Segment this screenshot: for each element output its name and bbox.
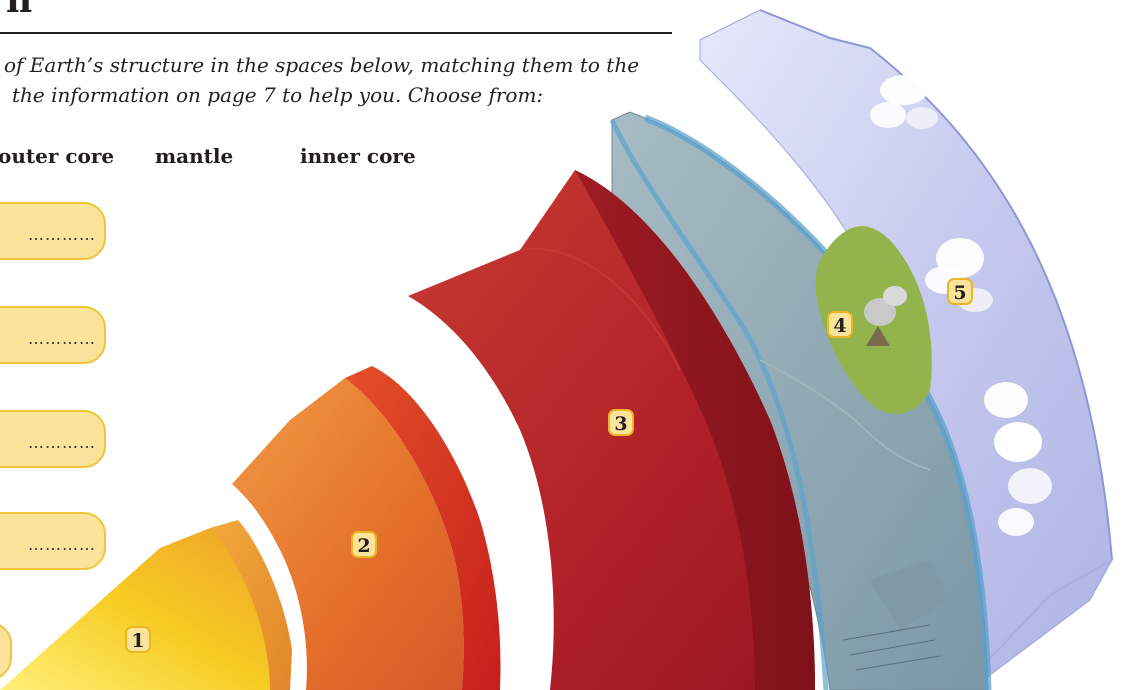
choice-mantle: mantle [155,144,234,168]
layer-label-1: 1 [125,626,151,653]
page-title: n [6,0,33,21]
cloud-icon [984,382,1052,536]
badge-box [125,626,151,653]
layer-label-4: 4 [827,311,853,338]
answer-field-1[interactable]: ………… [0,202,106,260]
answer-dots: ………… [28,329,96,348]
badge-box [947,278,973,305]
outer-core-layer [232,366,501,690]
answer-dots: ………… [28,433,96,452]
cloud-icon [870,75,938,129]
badge-number: 1 [131,630,144,652]
layer-label-3: 3 [608,409,634,436]
badge-number: 5 [953,282,966,304]
answer-dots: ………… [28,225,96,244]
volcano-icon [864,286,907,346]
choice-inner-core: inner core [300,144,416,168]
title-rule [0,32,672,34]
instruction-line-2: the information on page 7 to help you. C… [12,83,544,107]
choice-outer-core: outer core [0,144,115,168]
badge-number: 4 [833,315,846,337]
answer-field-4[interactable]: ………… [0,512,106,570]
instructions: of Earth’s structure in the spaces below… [0,50,700,110]
layer-label-5: 5 [947,278,973,305]
answer-field-2[interactable]: ………… [0,306,106,364]
instruction-line-1: of Earth’s structure in the spaces below… [4,53,640,77]
badge-box [351,531,377,558]
inner-core-layer [0,520,292,690]
badge-box [827,311,853,338]
badge-number: 2 [357,535,370,557]
badge-number: 3 [614,413,627,435]
answer-dots: ………… [28,535,96,554]
layer-label-2: 2 [351,531,377,558]
badge-box [608,409,634,436]
answer-field-3[interactable]: ………… [0,410,106,468]
